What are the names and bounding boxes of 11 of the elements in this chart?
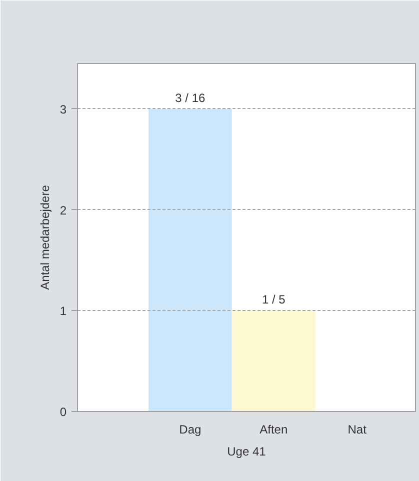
x-tick-label: Nat (348, 422, 368, 436)
y-tick-label: 0 (60, 405, 67, 419)
annotation: 3 / 16 (175, 90, 206, 105)
x-tick-label: Dag (179, 422, 202, 436)
y-tick-label: 1 (60, 304, 67, 318)
y-axis-title: Antal medarbejdere (38, 184, 52, 290)
x-axis-title: Uge 41 (227, 444, 266, 458)
x-tick-label: Aften (260, 422, 288, 436)
y-tick-label: 2 (60, 203, 67, 218)
annotation: 1 / 5 (262, 292, 286, 307)
y-tick-label: 3 (60, 102, 67, 116)
